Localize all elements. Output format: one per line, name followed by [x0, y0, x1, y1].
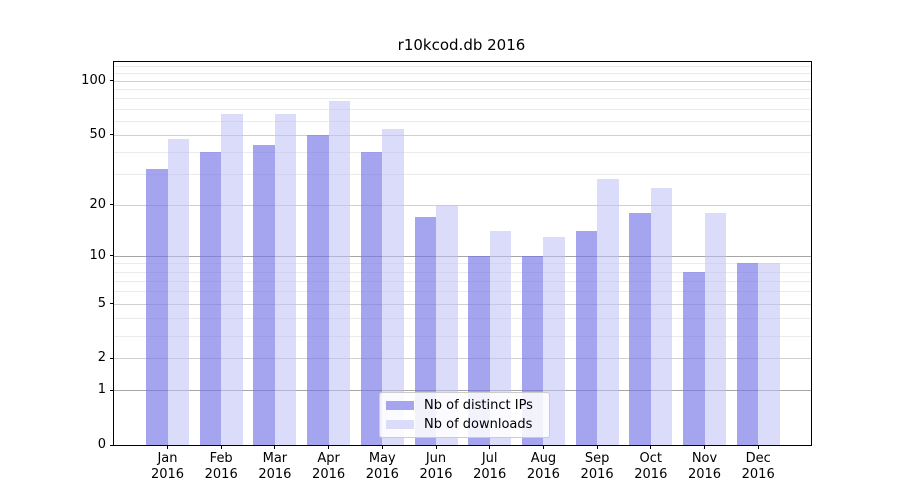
gridline-minor-y-4 — [114, 318, 811, 319]
y-tick-label-10: 10 — [89, 247, 106, 263]
gridline-minor-y-8 — [114, 271, 811, 273]
bar-apr-distinct-ips — [307, 134, 329, 445]
bar-dec-distinct-ips — [736, 263, 759, 445]
x-tick-label-dec: Dec 2016 — [741, 451, 775, 482]
x-tick-label-jan: Jan 2016 — [150, 451, 185, 482]
bar-jul-downloads — [489, 231, 512, 445]
legend-swatch-downloads — [386, 420, 414, 430]
x-tick-label-aug: Aug 2016 — [526, 451, 560, 482]
x-tick-label-may: May 2016 — [365, 451, 399, 482]
gridline-y-1 — [114, 390, 811, 392]
gridline-y-5 — [114, 303, 811, 305]
bar-jun-downloads — [436, 204, 458, 445]
bar-nov-downloads — [704, 212, 726, 445]
gridline-minor-y-30 — [114, 173, 811, 175]
gridline-minor-y-9 — [114, 263, 811, 265]
x-tick-aug — [542, 445, 544, 449]
y-tick-label-20: 20 — [89, 196, 106, 212]
x-tick-label-oct: Oct 2016 — [634, 451, 668, 482]
bar-jan-distinct-ips — [146, 169, 168, 445]
y-tick-2 — [110, 357, 114, 359]
bar-jun-distinct-ips — [414, 216, 436, 445]
x-tick-jun — [435, 445, 437, 449]
chart-title: r10kcod.db 2016 — [397, 36, 526, 54]
bar-sep-distinct-ips — [575, 231, 598, 445]
bar-oct-downloads — [650, 187, 673, 445]
bar-nov-distinct-ips — [683, 271, 705, 445]
legend-item-distinct-ips: Nb of distinct IPs — [386, 398, 549, 413]
x-tick-oct — [650, 445, 652, 449]
x-tick-jul — [489, 445, 491, 449]
gridline-minor-y-7 — [114, 280, 811, 282]
gridline-minor-y-3 — [114, 335, 811, 337]
y-tick-100 — [110, 80, 114, 82]
y-tick-1 — [110, 389, 114, 391]
x-tick-label-mar: Mar 2016 — [258, 451, 292, 482]
bar-feb-downloads — [221, 114, 243, 445]
gridline-minor-y-60 — [114, 120, 811, 122]
gridline-y-10 — [114, 255, 811, 257]
gridline-y-2 — [114, 358, 811, 360]
x-tick-nov — [704, 445, 705, 449]
gridline-y-20 — [114, 204, 811, 206]
bar-feb-distinct-ips — [199, 151, 222, 445]
y-tick-0 — [110, 444, 114, 446]
x-tick-jan — [167, 445, 168, 449]
x-tick-label-jun: Jun 2016 — [419, 451, 453, 482]
gridline-minor-y-80 — [114, 98, 811, 100]
y-tick-50 — [110, 134, 114, 136]
y-tick-label-2: 2 — [97, 350, 106, 366]
gridline-minor-y-90 — [114, 88, 811, 90]
bar-sep-downloads — [597, 179, 619, 445]
bar-mar-distinct-ips — [253, 144, 275, 445]
x-tick-label-feb: Feb 2016 — [204, 451, 238, 482]
gridline-y-100 — [114, 80, 811, 82]
x-tick-sep — [596, 445, 598, 449]
x-tick-mar — [274, 445, 276, 449]
x-tick-label-sep: Sep 2016 — [580, 451, 614, 482]
legend-swatch-distinct-ips — [386, 400, 414, 410]
y-tick-20 — [110, 204, 114, 206]
x-tick-apr — [328, 445, 330, 449]
y-tick-label-0: 0 — [97, 437, 106, 452]
bar-may-distinct-ips — [360, 151, 383, 445]
y-tick-label-1: 1 — [97, 382, 106, 398]
y-tick-label-100: 100 — [81, 72, 106, 88]
x-tick-feb — [220, 445, 222, 449]
y-tick-label-50: 50 — [89, 126, 106, 142]
bar-jan-downloads — [167, 139, 189, 445]
gridline-minor-y-6 — [114, 291, 811, 293]
x-tick-may — [381, 445, 383, 449]
legend-label-distinct-ips: Nb of distinct IPs — [424, 397, 533, 413]
gridline-y-50 — [114, 134, 811, 136]
legend-item-downloads: Nb of downloads — [386, 417, 549, 432]
bar-oct-distinct-ips — [629, 212, 651, 445]
bar-apr-downloads — [328, 101, 351, 445]
gridline-minor-y-70 — [114, 108, 811, 110]
plot-area: Jan 2016 Feb 2016 Mar 2016 Apr 2016 May 2016 Jun 20… — [81, 61, 812, 482]
gridline-minor-y-110 — [114, 73, 811, 75]
bar-may-downloads — [382, 128, 404, 445]
gridline-minor-y-40 — [114, 151, 811, 153]
gridline-minor-y-120 — [114, 66, 811, 68]
legend-label-downloads: Nb of downloads — [424, 417, 533, 433]
x-tick-label-apr: Apr 2016 — [312, 451, 346, 482]
x-tick-dec — [757, 445, 759, 449]
bar-dec-downloads — [758, 263, 780, 445]
y-tick-5 — [110, 303, 114, 305]
legend: Nb of distinct IPs Nb of downloads — [379, 392, 550, 438]
x-tick-label-jul: Jul 2016 — [473, 451, 507, 482]
x-tick-label-nov: Nov 2016 — [687, 451, 722, 482]
y-tick-10 — [110, 255, 114, 257]
y-tick-label-5: 5 — [97, 295, 106, 311]
bar-mar-downloads — [274, 114, 297, 445]
